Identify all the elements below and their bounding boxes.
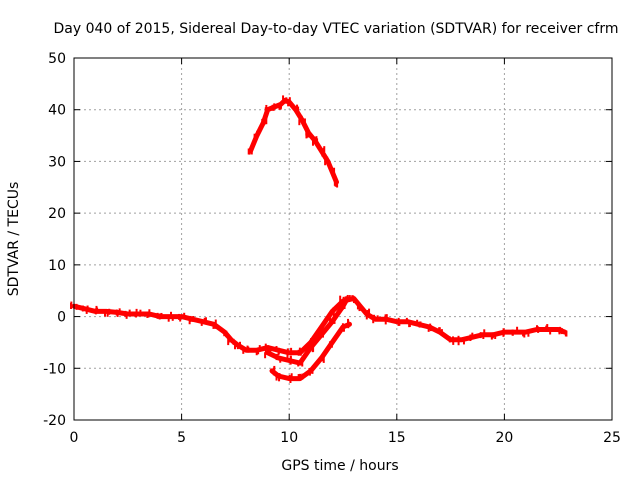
plot-frame bbox=[73, 57, 613, 421]
series-line-main-track bbox=[71, 296, 568, 356]
x-tick-label: 10 bbox=[280, 430, 298, 446]
y-tick-label: 10 bbox=[48, 258, 66, 274]
y-tick-label: -10 bbox=[43, 361, 66, 377]
grid bbox=[74, 58, 612, 420]
x-axis-label: GPS time / hours bbox=[281, 458, 398, 474]
x-tick-label: 20 bbox=[495, 430, 513, 446]
y-tick-label: 0 bbox=[57, 310, 66, 326]
y-axis-label: SDTVAR / TECUs bbox=[6, 182, 22, 297]
x-tick-label: 5 bbox=[177, 430, 186, 446]
x-tick-label: 0 bbox=[70, 430, 79, 446]
x-tick-label: 15 bbox=[388, 430, 406, 446]
x-tick-label: 25 bbox=[603, 430, 621, 446]
data-series bbox=[70, 95, 568, 383]
series-line-upper-arc bbox=[248, 97, 339, 185]
y-tick-label: 40 bbox=[48, 103, 66, 119]
y-tick-label: 30 bbox=[48, 154, 66, 170]
y-tick-label: -20 bbox=[43, 413, 66, 429]
y-tick-label: 50 bbox=[48, 51, 66, 67]
chart-title: Day 040 of 2015, Sidereal Day-to-day VTE… bbox=[54, 21, 619, 37]
axis-ticks: 0 5 10 15 20 25 -20 -10 0 10 20 30 40 50 bbox=[43, 51, 621, 446]
y-tick-label: 20 bbox=[48, 206, 66, 222]
